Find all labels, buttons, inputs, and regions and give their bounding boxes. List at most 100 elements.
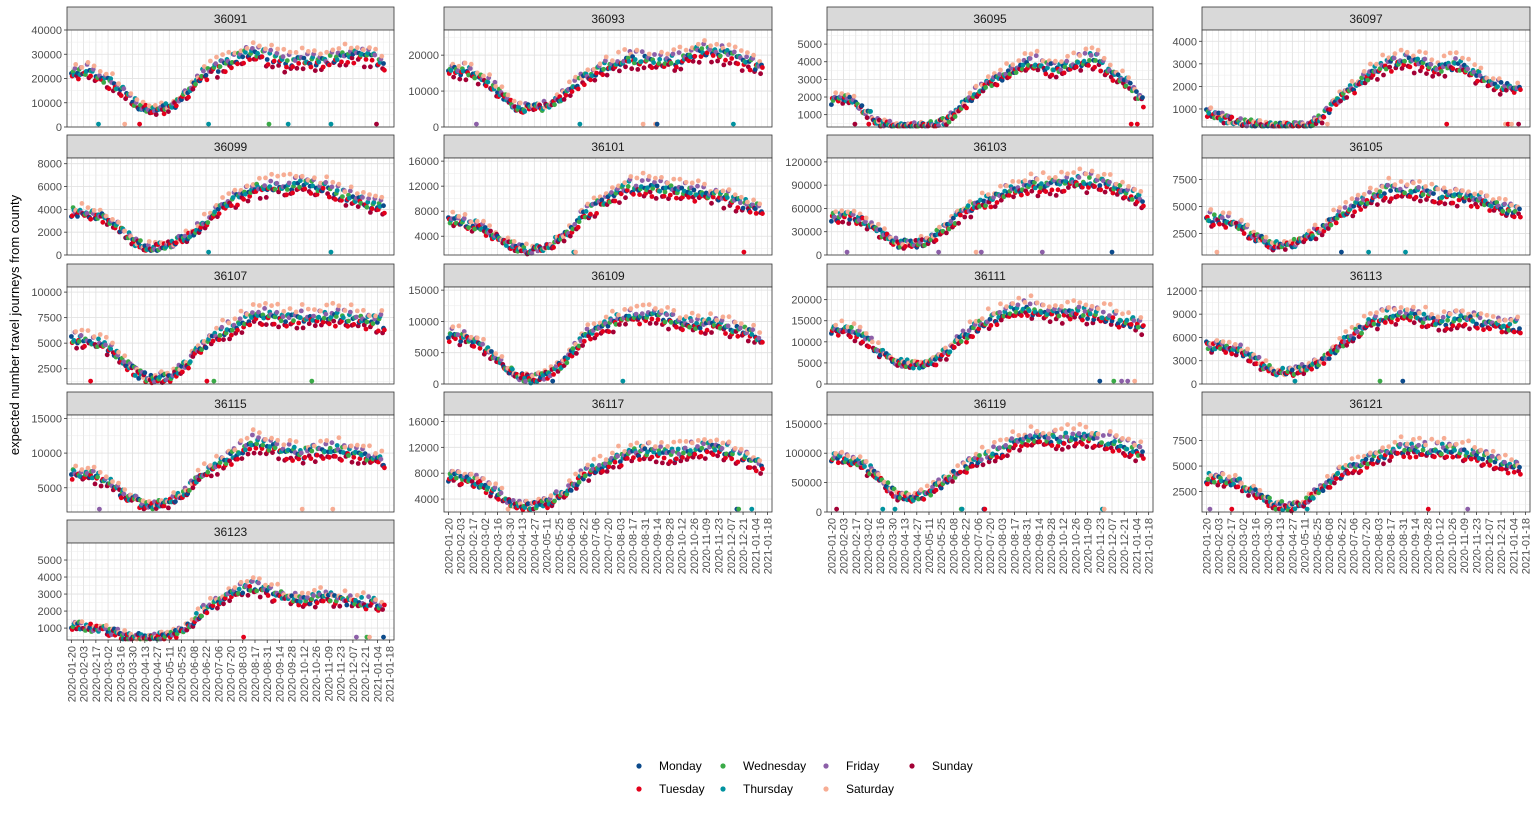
point-wednesday	[217, 64, 223, 69]
point-thursday	[316, 59, 322, 65]
point-saturday	[214, 203, 219, 208]
point-sunday	[263, 322, 269, 327]
point-saturday	[659, 308, 664, 313]
point-tuesday	[866, 344, 872, 350]
point-tuesday	[692, 198, 698, 204]
point-saturday	[646, 302, 652, 307]
facet-strip-label: 36103	[973, 140, 1007, 154]
point-sunday	[355, 204, 361, 210]
point-tuesday	[581, 82, 587, 88]
point-saturday	[269, 303, 274, 309]
point-saturday	[250, 182, 256, 187]
point-saturday	[1496, 76, 1502, 82]
point-tuesday	[594, 332, 599, 338]
point-tuesday	[1333, 220, 1339, 226]
point-friday	[256, 309, 261, 315]
point-tuesday	[339, 59, 344, 65]
point-sunday	[647, 189, 653, 195]
point-saturday	[1208, 207, 1214, 212]
point-saturday	[616, 312, 621, 318]
point-saturday	[73, 62, 79, 67]
point-saturday	[1239, 217, 1244, 223]
point-friday	[750, 327, 756, 333]
point-sunday	[1338, 98, 1343, 104]
point-friday	[695, 183, 700, 189]
point-saturday	[1392, 182, 1398, 188]
point-sunday	[678, 66, 684, 72]
point-thursday	[230, 195, 236, 200]
point-saturday	[1083, 171, 1089, 177]
y-tick-label: 30000	[791, 227, 822, 239]
point-sunday	[727, 60, 733, 66]
point-saturday	[1460, 55, 1465, 61]
point-wednesday	[1402, 190, 1407, 196]
point-wednesday	[1062, 64, 1068, 70]
point-friday	[219, 324, 225, 330]
point-tuesday	[760, 211, 765, 217]
point-tuesday	[1450, 200, 1456, 206]
point-saturday	[1447, 188, 1453, 194]
point-monday	[1109, 249, 1115, 255]
point-saturday	[603, 54, 609, 60]
point-saturday	[1120, 68, 1125, 74]
point-saturday	[1325, 121, 1330, 127]
point-saturday	[646, 174, 652, 179]
point-tuesday	[1321, 228, 1327, 234]
point-monday	[1127, 80, 1133, 86]
y-tick-label: 16000	[408, 156, 439, 168]
point-sunday	[968, 214, 974, 220]
point-thursday	[1366, 249, 1371, 255]
point-saturday	[354, 45, 360, 51]
point-saturday	[882, 226, 887, 232]
point-saturday	[640, 170, 646, 176]
point-saturday	[373, 193, 378, 199]
point-saturday	[751, 52, 756, 58]
point-friday	[1453, 56, 1458, 61]
point-monday	[654, 121, 660, 127]
point-tuesday	[69, 213, 75, 219]
point-wednesday	[333, 314, 339, 319]
point-saturday	[671, 308, 677, 313]
point-tuesday	[735, 333, 741, 339]
point-wednesday	[983, 203, 988, 209]
point-saturday	[1034, 176, 1040, 182]
point-saturday	[152, 103, 158, 108]
point-saturday	[208, 58, 213, 64]
point-wednesday	[699, 46, 705, 51]
point-tuesday	[994, 82, 1000, 88]
point-tuesday	[1327, 107, 1333, 112]
point-tuesday	[1025, 191, 1030, 197]
point-saturday	[116, 219, 121, 225]
facet-panel-36109: 36109 0 5000 10000 15000	[408, 263, 773, 391]
point-saturday	[1226, 210, 1232, 216]
point-saturday	[299, 173, 305, 179]
point-tuesday	[204, 77, 210, 83]
point-monday	[605, 323, 611, 329]
point-monday	[1517, 206, 1522, 212]
point-friday	[887, 118, 893, 124]
point-friday	[280, 314, 286, 320]
point-saturday	[250, 40, 256, 46]
point-friday	[1471, 69, 1477, 75]
point-monday	[203, 345, 209, 351]
point-wednesday	[1365, 77, 1371, 83]
point-friday	[1027, 301, 1033, 307]
point-tuesday	[1511, 214, 1517, 220]
point-saturday	[238, 308, 244, 314]
point-saturday	[269, 42, 274, 48]
point-tuesday	[326, 62, 332, 68]
point-saturday	[140, 99, 146, 105]
point-tuesday	[1134, 121, 1140, 127]
point-sunday	[190, 86, 196, 92]
point-saturday	[312, 175, 317, 181]
point-saturday	[1095, 47, 1101, 53]
point-friday	[121, 359, 127, 365]
point-saturday	[214, 54, 219, 60]
point-tuesday	[235, 202, 240, 208]
point-tuesday	[994, 200, 1000, 205]
point-tuesday	[1487, 208, 1493, 213]
panel-border	[66, 286, 395, 385]
point-saturday	[1126, 184, 1131, 189]
point-saturday	[481, 73, 486, 79]
point-friday	[250, 310, 255, 315]
